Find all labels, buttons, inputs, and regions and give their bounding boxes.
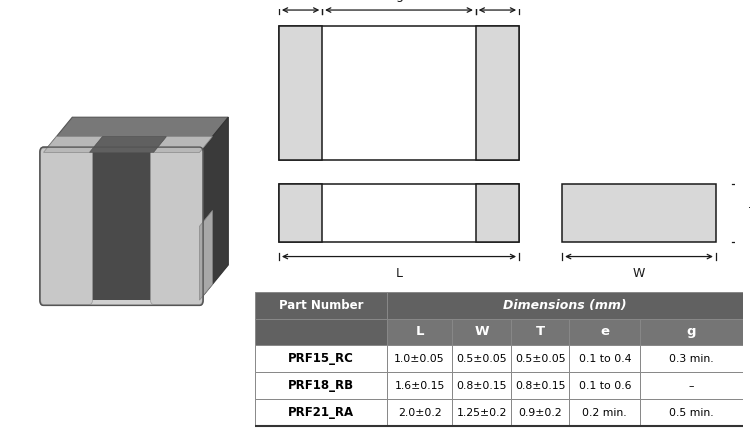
Bar bbox=[640, 345, 742, 372]
Bar bbox=[452, 319, 511, 345]
Bar bbox=[569, 399, 640, 426]
Text: T: T bbox=[536, 326, 544, 338]
Bar bbox=[279, 184, 322, 242]
Bar bbox=[476, 26, 519, 160]
Bar bbox=[511, 399, 569, 426]
FancyBboxPatch shape bbox=[40, 147, 203, 305]
Text: e: e bbox=[600, 326, 609, 338]
Bar bbox=[387, 372, 452, 399]
Bar bbox=[640, 319, 742, 345]
Bar bbox=[255, 372, 387, 399]
Text: PRF18_RB: PRF18_RB bbox=[288, 379, 354, 392]
Bar bbox=[640, 399, 742, 426]
Text: 1.0±0.05: 1.0±0.05 bbox=[394, 354, 445, 364]
Text: W: W bbox=[474, 326, 489, 338]
Text: 1.25±0.2: 1.25±0.2 bbox=[457, 408, 507, 417]
Bar bbox=[452, 345, 511, 372]
Text: g: g bbox=[686, 326, 696, 338]
Text: 2.0±0.2: 2.0±0.2 bbox=[398, 408, 441, 417]
Bar bbox=[279, 26, 322, 160]
Bar bbox=[255, 399, 387, 426]
Bar bbox=[279, 184, 519, 242]
Bar bbox=[640, 372, 742, 399]
Polygon shape bbox=[200, 210, 212, 300]
Polygon shape bbox=[200, 117, 228, 300]
Bar bbox=[569, 319, 640, 345]
Bar bbox=[511, 372, 569, 399]
Bar bbox=[255, 319, 387, 345]
Bar bbox=[255, 292, 387, 319]
Text: Part Number: Part Number bbox=[278, 299, 363, 311]
Text: 0.1 to 0.6: 0.1 to 0.6 bbox=[578, 381, 631, 391]
Bar bbox=[387, 345, 452, 372]
Text: L: L bbox=[395, 267, 403, 280]
Polygon shape bbox=[89, 136, 166, 152]
Text: –: – bbox=[688, 381, 694, 391]
FancyBboxPatch shape bbox=[151, 148, 202, 304]
Text: L: L bbox=[416, 326, 424, 338]
Bar bbox=[387, 399, 452, 426]
Polygon shape bbox=[154, 136, 212, 152]
Bar bbox=[87, 152, 156, 300]
Text: 0.8±0.15: 0.8±0.15 bbox=[457, 381, 507, 391]
Text: PRF15_RC: PRF15_RC bbox=[288, 352, 354, 366]
FancyBboxPatch shape bbox=[40, 148, 92, 304]
Text: e: e bbox=[297, 0, 304, 2]
Text: PRF21_RA: PRF21_RA bbox=[288, 406, 354, 419]
Text: 0.8±0.15: 0.8±0.15 bbox=[515, 381, 566, 391]
Text: 0.5 min.: 0.5 min. bbox=[669, 408, 714, 417]
Bar bbox=[387, 292, 742, 319]
Text: Dimensions (mm): Dimensions (mm) bbox=[503, 299, 626, 311]
Text: 0.5±0.05: 0.5±0.05 bbox=[514, 354, 566, 364]
Text: 0.2 min.: 0.2 min. bbox=[583, 408, 627, 417]
Bar bbox=[562, 184, 716, 242]
Bar bbox=[569, 372, 640, 399]
Bar bbox=[452, 372, 511, 399]
Text: 0.5±0.05: 0.5±0.05 bbox=[456, 354, 507, 364]
Text: 0.1 to 0.4: 0.1 to 0.4 bbox=[578, 354, 631, 364]
Text: W: W bbox=[633, 267, 645, 280]
Bar bbox=[255, 345, 387, 372]
Bar bbox=[387, 319, 452, 345]
Bar bbox=[279, 26, 519, 160]
Bar bbox=[511, 319, 569, 345]
Text: 0.9±0.2: 0.9±0.2 bbox=[518, 408, 562, 417]
Bar bbox=[476, 184, 519, 242]
Polygon shape bbox=[44, 117, 228, 152]
Text: e: e bbox=[494, 0, 501, 2]
Text: 0.3 min.: 0.3 min. bbox=[669, 354, 714, 364]
Text: g: g bbox=[395, 0, 403, 2]
Polygon shape bbox=[44, 136, 103, 152]
Bar bbox=[452, 399, 511, 426]
Bar bbox=[511, 345, 569, 372]
Bar bbox=[569, 345, 640, 372]
Text: 1.6±0.15: 1.6±0.15 bbox=[394, 381, 445, 391]
